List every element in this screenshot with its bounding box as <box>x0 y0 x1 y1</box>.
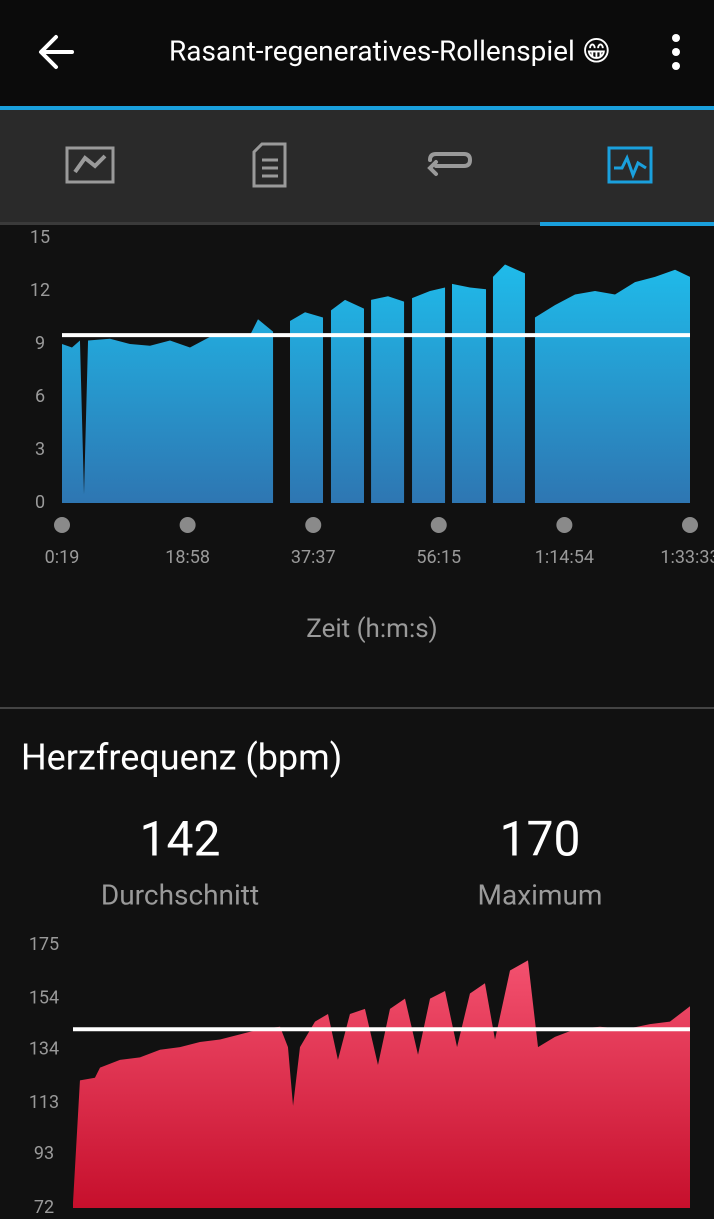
y-tick-label: 12 <box>30 280 50 301</box>
active-tab-indicator <box>540 222 714 226</box>
section-title: Herzfrequenz (bpm) <box>21 737 342 779</box>
stat-label: Maximum <box>478 878 603 911</box>
tab-underline <box>0 222 540 225</box>
x-tick-dot <box>305 517 322 533</box>
y-tick-label: 113 <box>29 1092 59 1113</box>
app-bar <box>0 0 714 106</box>
charts-tab[interactable] <box>607 146 653 184</box>
header-divider <box>0 106 714 110</box>
details-tab[interactable] <box>252 142 287 188</box>
y-tick-label: 93 <box>34 1143 54 1164</box>
x-tick-label: 37:37 <box>291 547 336 568</box>
stat-label: Durchschnitt <box>101 878 259 911</box>
y-tick-label: 134 <box>29 1038 59 1059</box>
y-tick-label: 15 <box>30 227 50 248</box>
x-tick-label: 1:14:54 <box>535 547 594 568</box>
tab-bar <box>0 110 714 222</box>
y-tick-label: 175 <box>29 934 59 955</box>
area <box>62 264 690 503</box>
x-axis-label: Zeit (h:m:s) <box>306 614 437 644</box>
x-tick-dot <box>556 517 573 533</box>
x-tick-label: 56:15 <box>416 547 461 568</box>
stat-value: 142 <box>140 811 221 868</box>
y-tick-label: 72 <box>34 1197 54 1215</box>
x-tick-label: 18:58 <box>165 547 210 568</box>
back-button[interactable] <box>39 35 74 69</box>
x-tick-dot <box>682 517 698 533</box>
y-tick-label: 6 <box>35 386 45 407</box>
x-tick-dot <box>179 517 196 533</box>
more-menu[interactable] <box>672 34 680 70</box>
map-tab[interactable] <box>65 146 115 184</box>
activity-title: Rasant-regeneratives-Rollenspiel 😁 <box>169 34 611 67</box>
y-tick-label: 0 <box>35 492 45 513</box>
laps-tab[interactable] <box>427 152 473 176</box>
y-tick-label: 3 <box>35 439 45 460</box>
stat-value: 170 <box>500 811 581 868</box>
x-tick-dot <box>54 517 70 533</box>
x-tick-dot <box>430 517 447 533</box>
x-tick-label: 0:19 <box>45 547 80 568</box>
y-tick-label: 154 <box>29 987 59 1008</box>
area <box>73 960 690 1208</box>
y-tick-label: 9 <box>35 333 45 354</box>
x-tick-label: 1:33:33 <box>660 547 714 568</box>
